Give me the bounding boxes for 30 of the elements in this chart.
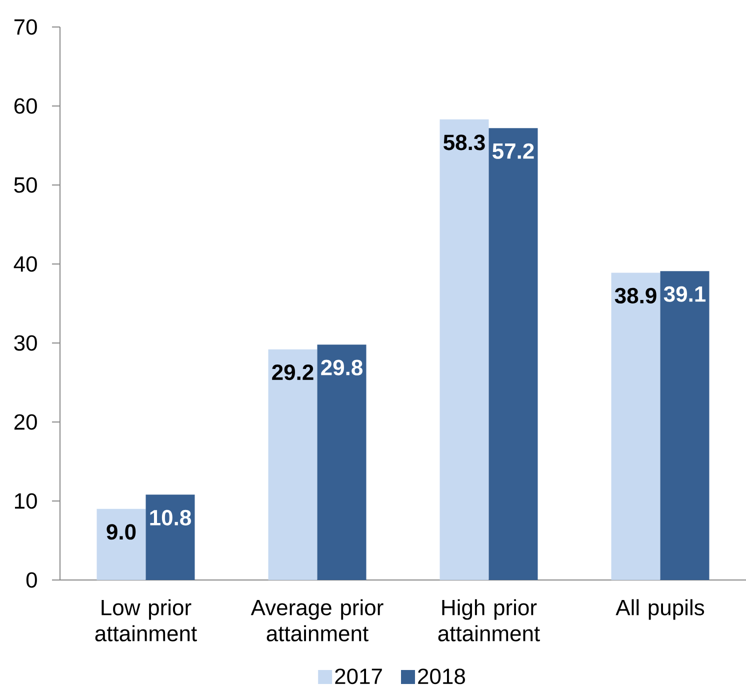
bar <box>660 271 710 580</box>
legend-label: 2017 <box>335 668 382 684</box>
x-tick-label: Average prior attainment <box>250 599 384 642</box>
y-tick-label: 30 <box>14 335 37 351</box>
data-label: 57.2 <box>492 143 534 159</box>
data-label: 58.3 <box>444 134 485 150</box>
bar <box>96 508 146 580</box>
x-tick-label: Low prior attainment <box>95 599 197 642</box>
data-label: 38.9 <box>614 288 656 304</box>
data-label: 29.8 <box>321 360 362 376</box>
bar <box>440 119 489 580</box>
y-tick-label: 50 <box>14 177 37 193</box>
x-tick-label: All pupils <box>616 599 704 620</box>
data-label: 9.0 <box>106 524 136 540</box>
bar <box>488 128 538 580</box>
legend-label: 2018 <box>418 668 465 684</box>
data-label: 39.1 <box>664 286 706 302</box>
y-tick-label: 20 <box>14 414 37 430</box>
y-tick-label: 10 <box>15 493 37 509</box>
x-tick-label: High prior attainment <box>438 599 540 642</box>
y-tick-label: 0 <box>26 572 37 588</box>
bar <box>268 349 318 580</box>
y-tick-label: 40 <box>14 256 37 272</box>
bar <box>611 272 660 580</box>
bar <box>317 344 366 580</box>
data-label: 10.8 <box>150 510 191 526</box>
y-tick-label: 60 <box>14 98 37 114</box>
bar <box>146 494 195 580</box>
y-tick-label: 70 <box>14 19 37 35</box>
data-label: 29.2 <box>272 364 314 380</box>
